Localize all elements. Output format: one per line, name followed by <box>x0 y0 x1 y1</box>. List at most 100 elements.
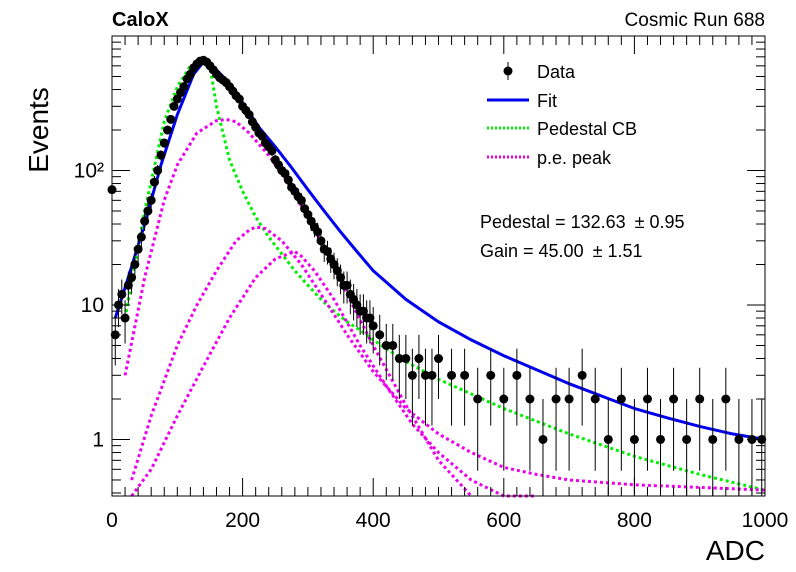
data-point <box>551 394 561 404</box>
data-point <box>336 273 346 283</box>
legend-label: Data <box>537 62 576 82</box>
data-point <box>146 195 156 205</box>
data-point <box>234 94 244 104</box>
data-point <box>642 394 652 404</box>
data-point <box>283 175 293 185</box>
plot-frame <box>111 35 766 497</box>
data-point <box>434 354 443 364</box>
data-point <box>388 340 398 350</box>
pedestal-uncertainty: ± 0.95 <box>635 212 685 232</box>
data-point <box>414 354 424 364</box>
x-tick-label: 200 <box>225 509 260 532</box>
legend: Data Fit Pedestal CB p.e. peak <box>487 62 637 168</box>
x-axis: 0 200 400 600 800 1000 <box>106 36 788 532</box>
data-point <box>538 434 548 444</box>
data-point <box>322 246 332 256</box>
x-axis-label: ADC <box>706 535 765 566</box>
data-point <box>159 138 169 148</box>
data-point <box>313 227 323 237</box>
data-point <box>130 260 140 270</box>
series-line-p-e-peak-3-4 <box>130 249 537 498</box>
x-tick-label: 800 <box>617 509 652 532</box>
data-point <box>117 289 127 299</box>
data-point <box>123 280 133 290</box>
legend-label: Pedestal CB <box>537 119 637 139</box>
data-point <box>133 244 143 254</box>
data-point <box>401 354 411 364</box>
fit-results: Pedestal = 132.63 ± 0.95 Gain = 45.00 ± … <box>480 212 685 261</box>
data-point <box>368 321 378 331</box>
data-point <box>375 330 385 340</box>
data-point <box>486 370 496 380</box>
series-line-p-e-peak-2-3 <box>130 225 766 492</box>
data-point <box>120 313 130 323</box>
y-axis: 1 10 10² <box>74 41 765 494</box>
data-point <box>525 394 535 404</box>
y-tick-label: 1 <box>92 428 104 451</box>
data-point <box>669 394 679 404</box>
data-point <box>358 306 368 316</box>
data-point <box>473 394 483 404</box>
data-point <box>708 434 718 444</box>
data-point <box>296 195 306 205</box>
x-tick-label: 0 <box>106 509 118 532</box>
data-point <box>394 354 404 364</box>
y-axis-label: Events <box>23 87 54 173</box>
data-point <box>603 434 613 444</box>
data-point <box>332 266 342 276</box>
legend-item-data: Data <box>503 62 576 82</box>
run-label: Cosmic Run 688 <box>625 10 765 31</box>
x-tick-label: 600 <box>486 509 521 532</box>
pedestal-result: Pedestal = 132.63 ± 0.95 <box>480 212 685 232</box>
data-point <box>127 273 137 283</box>
data-point <box>695 394 705 404</box>
gain-result: Gain = 45.00 ± 1.51 <box>480 241 643 261</box>
data-point <box>381 340 391 350</box>
y-tick-label: 10² <box>74 159 104 182</box>
legend-item-pedestal-cb: Pedestal CB <box>487 119 637 139</box>
data-point <box>512 370 522 380</box>
pedestal-label: Pedestal = 132.63 <box>480 212 626 232</box>
data-point <box>140 216 150 226</box>
x-tick-label: 1000 <box>742 509 789 532</box>
legend-item-fit: Fit <box>487 91 557 111</box>
data-point <box>143 206 153 216</box>
data-point <box>590 394 600 404</box>
data-point <box>169 101 179 111</box>
data-point <box>460 370 470 380</box>
data-point <box>407 370 417 380</box>
data-point <box>163 125 173 135</box>
data-point <box>342 280 352 290</box>
data-point <box>499 394 509 404</box>
legend-label: p.e. peak <box>537 148 612 168</box>
data-point <box>682 434 692 444</box>
data-point <box>447 370 457 380</box>
data-point <box>420 370 430 380</box>
data-point <box>257 131 267 141</box>
data-point <box>136 232 146 242</box>
data-point <box>153 165 163 175</box>
data-point <box>629 434 639 444</box>
experiment-label: CaloX <box>112 9 169 31</box>
data-point <box>427 370 437 380</box>
y-tick-label: 10 <box>81 294 104 317</box>
data-point <box>577 370 587 380</box>
data-point <box>244 110 254 120</box>
data-point <box>365 313 375 323</box>
data-point <box>734 434 744 444</box>
data-point <box>616 394 626 404</box>
data-point <box>721 394 731 404</box>
data-point <box>316 236 326 246</box>
data-layer <box>107 55 767 498</box>
data-point <box>149 177 159 187</box>
x-tick-label: 400 <box>356 509 391 532</box>
gain-label: Gain = 45.00 <box>480 241 584 261</box>
series-line-fit-0 <box>113 60 766 441</box>
data-point <box>166 114 176 124</box>
data-point <box>179 82 189 92</box>
legend-item-p-e-peak: p.e. peak <box>487 148 612 168</box>
legend-marker <box>503 66 513 76</box>
data-point <box>156 150 166 160</box>
legend-label: Fit <box>537 91 557 111</box>
